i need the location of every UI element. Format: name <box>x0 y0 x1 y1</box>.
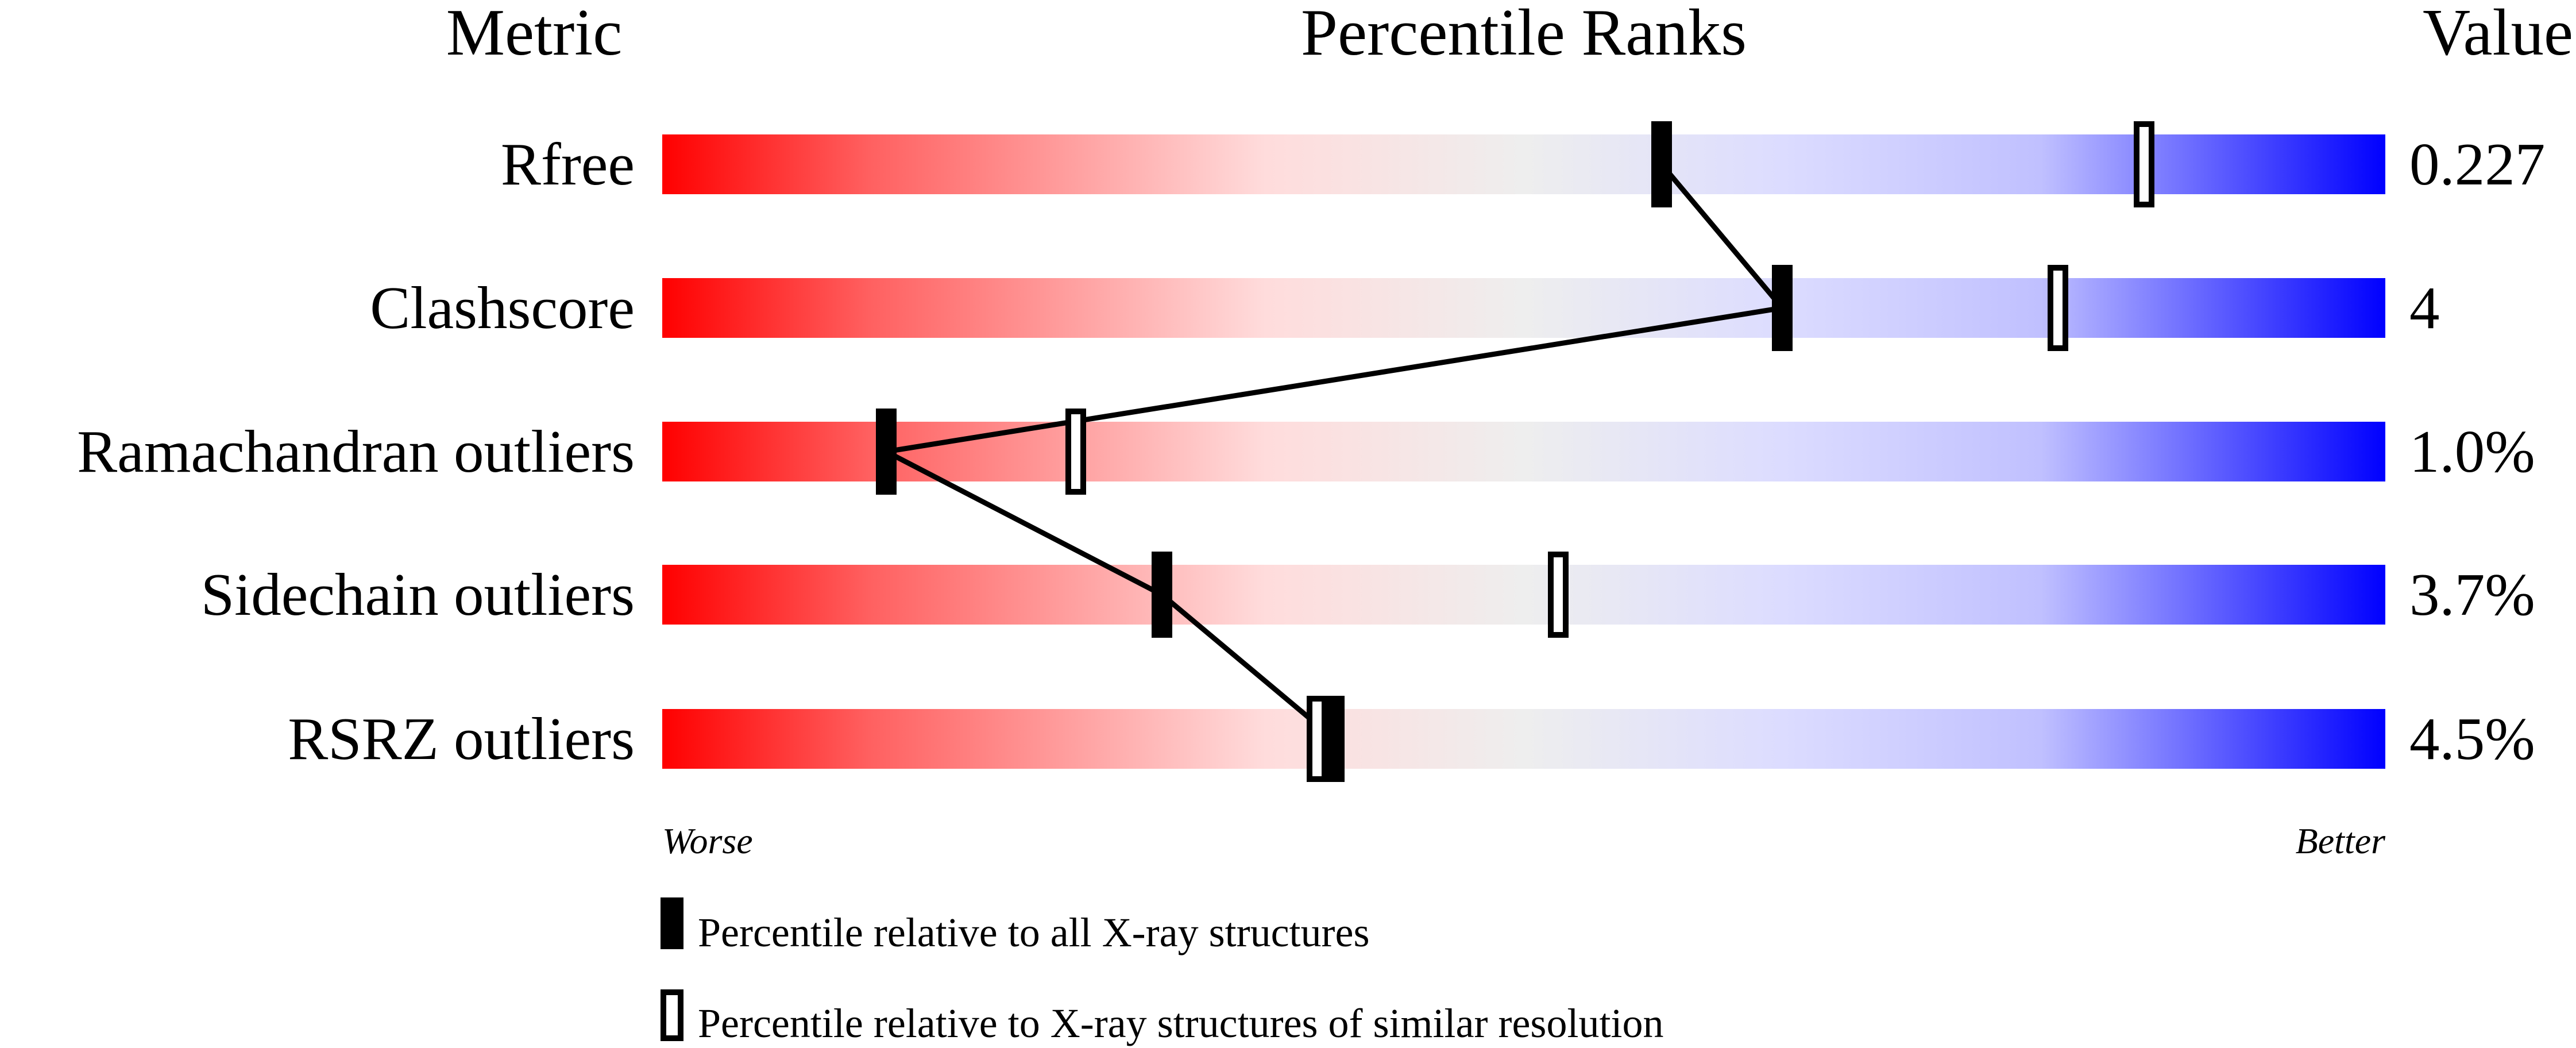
legend-similar-marker <box>661 989 683 1041</box>
worse-label: Worse <box>662 820 753 861</box>
percentile-bar <box>662 565 2385 625</box>
metric-label: Ramachandran outliers <box>77 418 635 485</box>
legend-similar-label: Percentile relative to X-ray structures … <box>698 1000 1663 1046</box>
similar-resolution-marker <box>1065 409 1086 495</box>
legend-all-marker <box>661 897 683 949</box>
better-label: Better <box>2296 820 2386 861</box>
all-structures-marker <box>1324 696 1345 782</box>
metric-label: Sidechain outliers <box>201 561 635 628</box>
similar-resolution-marker <box>1307 696 1327 782</box>
chart-rows: Rfree 0.227 Clashscore 4 Ramachandran outlie… <box>77 121 2545 782</box>
metric-label: RSRZ outliers <box>288 705 635 772</box>
chart-title: Percentile Ranks <box>1301 0 1747 69</box>
legend-all-label: Percentile relative to all X-ray structu… <box>698 910 1370 955</box>
all-structures-marker <box>1772 265 1793 351</box>
all-structures-marker <box>876 409 897 495</box>
header-metric: Metric <box>446 0 623 69</box>
metric-label: Clashscore <box>370 274 635 341</box>
percentile-bar <box>662 422 2385 481</box>
header-value: Value <box>2423 0 2573 69</box>
metric-value: 4 <box>2409 274 2440 341</box>
percentile-bar <box>662 134 2385 194</box>
metric-value: 3.7% <box>2409 561 2535 628</box>
metric-value: 1.0% <box>2409 418 2535 485</box>
percentile-bar <box>662 709 2385 769</box>
all-structures-marker <box>1152 552 1172 638</box>
metric-value: 0.227 <box>2409 130 2545 198</box>
similar-resolution-marker <box>2048 265 2068 351</box>
metric-label: Rfree <box>501 130 635 198</box>
similar-resolution-marker <box>1548 552 1569 638</box>
metric-value: 4.5% <box>2409 705 2535 772</box>
similar-resolution-marker <box>2134 121 2154 207</box>
all-structures-marker <box>1651 121 1672 207</box>
percentile-bar <box>662 278 2385 338</box>
